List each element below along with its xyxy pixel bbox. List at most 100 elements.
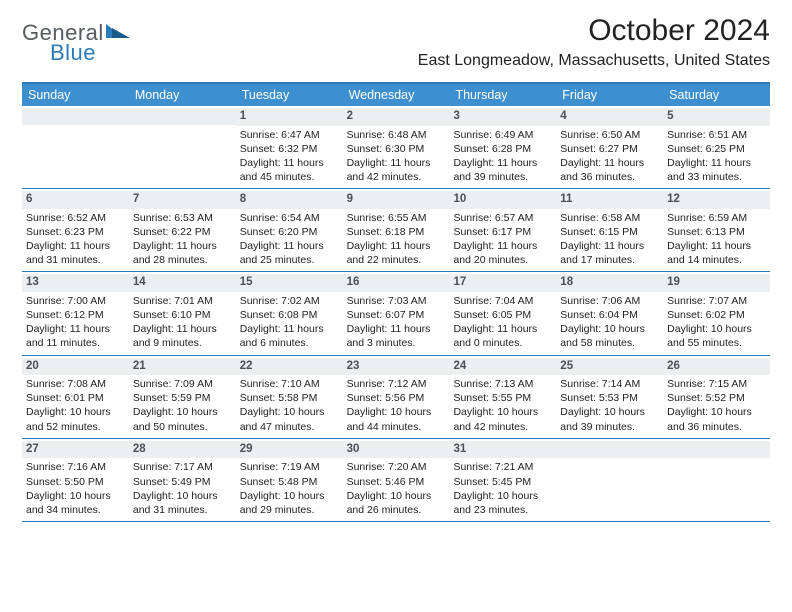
day-cell: 18Sunrise: 7:06 AMSunset: 6:04 PMDayligh…: [556, 272, 663, 354]
day-number: 9: [343, 191, 450, 209]
day-cell: 13Sunrise: 7:00 AMSunset: 6:12 PMDayligh…: [22, 272, 129, 354]
day-info-line: Daylight: 10 hours and 44 minutes.: [347, 405, 446, 433]
day-info-line: Sunset: 5:56 PM: [347, 391, 446, 405]
day-info-line: Daylight: 11 hours and 17 minutes.: [560, 239, 659, 267]
day-info-line: Sunset: 5:46 PM: [347, 475, 446, 489]
day-info-line: Sunrise: 6:48 AM: [347, 128, 446, 142]
day-info-line: Sunset: 6:20 PM: [240, 225, 339, 239]
dow-sunday: Sunday: [22, 84, 129, 106]
day-info-line: Daylight: 10 hours and 29 minutes.: [240, 489, 339, 517]
day-info-line: Daylight: 11 hours and 28 minutes.: [133, 239, 232, 267]
day-info-line: Sunset: 5:52 PM: [667, 391, 766, 405]
day-info-line: Daylight: 10 hours and 47 minutes.: [240, 405, 339, 433]
day-info-line: Sunset: 5:49 PM: [133, 475, 232, 489]
day-info-line: Sunset: 6:27 PM: [560, 142, 659, 156]
logo-sail-icon: [106, 22, 136, 44]
day-info-line: Sunrise: 7:09 AM: [133, 377, 232, 391]
day-info-line: Sunset: 6:30 PM: [347, 142, 446, 156]
day-number: 20: [22, 358, 129, 376]
day-cell: 7Sunrise: 6:53 AMSunset: 6:22 PMDaylight…: [129, 189, 236, 271]
day-info-line: Sunrise: 7:00 AM: [26, 294, 125, 308]
calendar: Sunday Monday Tuesday Wednesday Thursday…: [22, 82, 770, 522]
dow-thursday: Thursday: [449, 84, 556, 106]
day-info-line: Daylight: 11 hours and 25 minutes.: [240, 239, 339, 267]
day-info-line: Daylight: 11 hours and 0 minutes.: [453, 322, 552, 350]
day-cell: 19Sunrise: 7:07 AMSunset: 6:02 PMDayligh…: [663, 272, 770, 354]
day-info-line: Daylight: 10 hours and 58 minutes.: [560, 322, 659, 350]
day-info-line: Sunset: 6:07 PM: [347, 308, 446, 322]
day-info-line: Sunset: 5:50 PM: [26, 475, 125, 489]
day-cell: 2 Sunrise: 6:48 AMSunset: 6:30 PMDaylight…: [343, 106, 450, 188]
day-info-line: Sunset: 6:10 PM: [133, 308, 232, 322]
day-number: [129, 108, 236, 125]
day-info-line: Daylight: 11 hours and 42 minutes.: [347, 156, 446, 184]
day-cell: 1Sunrise: 6:47 AMSunset: 6:32 PMDaylight…: [236, 106, 343, 188]
day-info-line: Sunset: 6:25 PM: [667, 142, 766, 156]
day-info-line: Sunset: 5:58 PM: [240, 391, 339, 405]
day-info-line: Sunset: 6:02 PM: [667, 308, 766, 322]
day-info-line: Sunset: 5:55 PM: [453, 391, 552, 405]
location-subtitle: East Longmeadow, Massachusetts, United S…: [418, 52, 770, 70]
day-number: 18: [556, 274, 663, 292]
day-number: 11: [556, 191, 663, 209]
day-cell: 15Sunrise: 7:02 AMSunset: 6:08 PMDayligh…: [236, 272, 343, 354]
day-number: 26: [663, 358, 770, 376]
day-info-line: Sunset: 5:53 PM: [560, 391, 659, 405]
day-number: 4: [556, 108, 663, 126]
day-cell: 6Sunrise: 6:52 AMSunset: 6:23 PMDaylight…: [22, 189, 129, 271]
logo-text-blue: Blue: [50, 40, 96, 65]
day-info-line: Sunrise: 6:57 AM: [453, 211, 552, 225]
day-number: 2: [343, 108, 450, 126]
day-cell: [556, 439, 663, 521]
week-row: 6Sunrise: 6:52 AMSunset: 6:23 PMDaylight…: [22, 189, 770, 272]
day-info-line: Sunrise: 6:55 AM: [347, 211, 446, 225]
day-number: 22: [236, 358, 343, 376]
day-info-line: Sunrise: 6:58 AM: [560, 211, 659, 225]
day-info-line: Daylight: 11 hours and 6 minutes.: [240, 322, 339, 350]
day-cell: 27Sunrise: 7:16 AMSunset: 5:50 PMDayligh…: [22, 439, 129, 521]
day-info-line: Daylight: 10 hours and 39 minutes.: [560, 405, 659, 433]
day-info-line: Sunrise: 7:17 AM: [133, 460, 232, 474]
day-info-line: Daylight: 11 hours and 9 minutes.: [133, 322, 232, 350]
day-info-line: Sunset: 6:22 PM: [133, 225, 232, 239]
day-number: 12: [663, 191, 770, 209]
day-info-line: Sunrise: 7:16 AM: [26, 460, 125, 474]
day-info-line: Daylight: 11 hours and 11 minutes.: [26, 322, 125, 350]
day-info-line: Sunrise: 7:19 AM: [240, 460, 339, 474]
day-info-line: Sunset: 6:12 PM: [26, 308, 125, 322]
day-info-line: Sunrise: 7:07 AM: [667, 294, 766, 308]
day-cell: 30Sunrise: 7:20 AMSunset: 5:46 PMDayligh…: [343, 439, 450, 521]
day-info-line: Daylight: 10 hours and 42 minutes.: [453, 405, 552, 433]
day-info-line: Sunrise: 6:52 AM: [26, 211, 125, 225]
day-number: [556, 441, 663, 458]
day-info-line: Sunset: 6:05 PM: [453, 308, 552, 322]
day-cell: 5Sunrise: 6:51 AMSunset: 6:25 PMDaylight…: [663, 106, 770, 188]
day-info-line: Daylight: 10 hours and 52 minutes.: [26, 405, 125, 433]
day-cell: 23Sunrise: 7:12 AMSunset: 5:56 PMDayligh…: [343, 356, 450, 438]
week-row: 27Sunrise: 7:16 AMSunset: 5:50 PMDayligh…: [22, 439, 770, 522]
day-info-line: Daylight: 10 hours and 55 minutes.: [667, 322, 766, 350]
day-cell: 11Sunrise: 6:58 AMSunset: 6:15 PMDayligh…: [556, 189, 663, 271]
day-info-line: Sunrise: 7:21 AM: [453, 460, 552, 474]
day-number: 24: [449, 358, 556, 376]
day-cell: [22, 106, 129, 188]
dow-wednesday: Wednesday: [343, 84, 450, 106]
day-info-line: Sunrise: 7:20 AM: [347, 460, 446, 474]
day-info-line: Sunrise: 7:12 AM: [347, 377, 446, 391]
day-of-week-header: Sunday Monday Tuesday Wednesday Thursday…: [22, 84, 770, 106]
day-info-line: Sunset: 5:48 PM: [240, 475, 339, 489]
month-title: October 2024: [588, 14, 770, 48]
day-info-line: Daylight: 10 hours and 26 minutes.: [347, 489, 446, 517]
day-number: 25: [556, 358, 663, 376]
day-info-line: Sunrise: 6:47 AM: [240, 128, 339, 142]
day-cell: 22Sunrise: 7:10 AMSunset: 5:58 PMDayligh…: [236, 356, 343, 438]
day-number: 14: [129, 274, 236, 292]
day-info-line: Sunrise: 7:08 AM: [26, 377, 125, 391]
day-number: 3: [449, 108, 556, 126]
day-info-line: Sunrise: 6:50 AM: [560, 128, 659, 142]
dow-saturday: Saturday: [663, 84, 770, 106]
day-cell: 12Sunrise: 6:59 AMSunset: 6:13 PMDayligh…: [663, 189, 770, 271]
day-number: 5: [663, 108, 770, 126]
day-cell: 3Sunrise: 6:49 AMSunset: 6:28 PMDaylight…: [449, 106, 556, 188]
day-info-line: Daylight: 11 hours and 39 minutes.: [453, 156, 552, 184]
